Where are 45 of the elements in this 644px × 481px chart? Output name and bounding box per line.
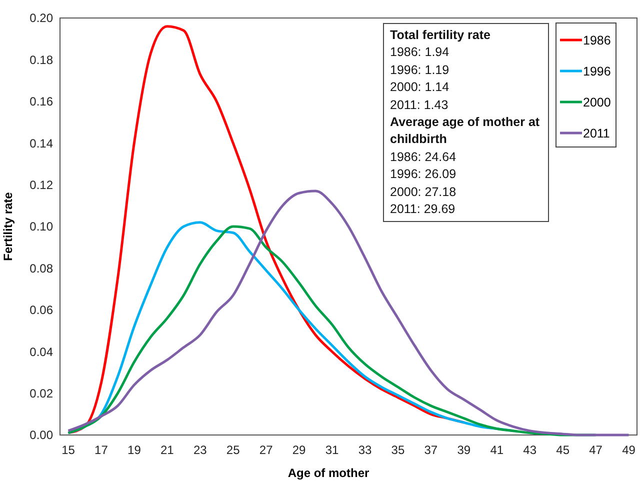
- x-tick-label: 17: [94, 443, 108, 457]
- x-tick-label: 39: [457, 443, 471, 457]
- legend-label: 1986: [583, 33, 611, 48]
- y-tick-label: 0.14: [30, 136, 54, 150]
- legend-label: 2011: [583, 126, 610, 140]
- y-tick-label: 0.02: [30, 386, 54, 400]
- x-tick-label: 41: [490, 443, 504, 457]
- x-tick-label: 35: [391, 443, 405, 457]
- y-axis-title: Fertility rate: [1, 192, 15, 261]
- legend-label: 1996: [583, 64, 611, 78]
- annotation: 2000: 1.14: [390, 79, 450, 96]
- x-tick-label: 23: [193, 443, 208, 457]
- y-tick-label: 0.12: [30, 178, 54, 192]
- y-tick-label: 0.06: [30, 303, 54, 318]
- y-tick-label: 0.10: [30, 220, 54, 234]
- annotation: 1996: 26.09: [390, 166, 458, 184]
- y-tick-label: 0.04: [30, 344, 54, 359]
- x-tick-label: 15: [62, 443, 76, 457]
- x-tick-label: 25: [226, 443, 240, 457]
- annotation: Average age of mother at childbirth: [390, 114, 541, 148]
- x-tick-label: 49: [622, 443, 636, 457]
- y-tick-label: 0.18: [30, 52, 54, 67]
- x-tick-label: 45: [556, 443, 570, 457]
- x-tick-label: 19: [128, 443, 142, 457]
- x-tick-label: 47: [589, 443, 603, 457]
- annotation: 2011: 29.69: [390, 201, 456, 218]
- annotation: Total fertility rate: [390, 27, 492, 44]
- x-tick-label: 33: [358, 443, 372, 457]
- x-tick-label: 31: [325, 443, 340, 457]
- annotation: 2000: 27.18: [390, 184, 458, 201]
- x-tick-label: 43: [523, 443, 537, 457]
- x-tick-label: 37: [424, 443, 438, 457]
- x-axis-title: Age of mother: [288, 466, 370, 480]
- x-tick-label: 29: [292, 443, 306, 457]
- y-tick-label: 0.08: [30, 261, 54, 276]
- legend-label: 2000: [583, 95, 611, 110]
- y-tick-label: 0.00: [30, 428, 54, 442]
- x-tick-label: 27: [259, 443, 274, 457]
- annotation: 2011: 1.43: [390, 96, 450, 114]
- x-tick-label: 21: [160, 443, 174, 457]
- annotation: 1996: 1.19: [390, 62, 450, 79]
- annotation: 1986: 24.64: [390, 148, 458, 166]
- annotation: 1986: 1.94: [390, 44, 450, 62]
- y-tick-label: 0.20: [30, 11, 54, 26]
- y-tick-label: 0.16: [30, 94, 54, 109]
